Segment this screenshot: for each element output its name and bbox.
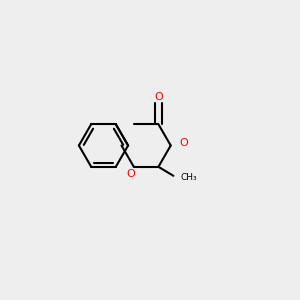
Text: CH₃: CH₃ <box>180 173 196 182</box>
Text: O: O <box>180 137 189 148</box>
Text: O: O <box>126 169 135 179</box>
Text: O: O <box>154 92 163 102</box>
